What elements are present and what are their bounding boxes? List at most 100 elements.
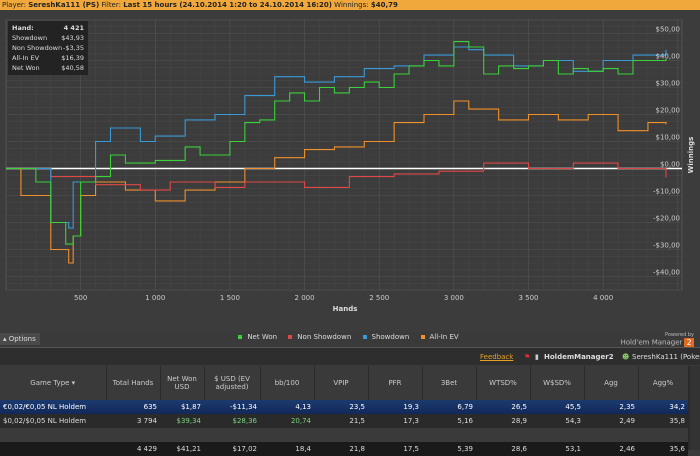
col-pfr[interactable]: PFR xyxy=(368,366,423,400)
table-cell: 18,4 xyxy=(260,442,314,456)
powered-by-logo: Powered by Hold'em Manager 2 xyxy=(620,332,694,348)
table-cell: $28,36 xyxy=(232,417,258,425)
table-cell: $1,87 xyxy=(160,400,204,414)
table-cell: 21,5 xyxy=(349,417,365,425)
hm-logo-text: Hold'em Manager xyxy=(620,338,683,347)
tooltip-value: $16,39 xyxy=(61,54,84,62)
player-selector[interactable]: SereshKa111 (PokerS xyxy=(632,353,700,361)
table-cell: $17,02 xyxy=(204,442,260,456)
col-bb100[interactable]: bb/100 xyxy=(260,366,315,400)
table-cell: 45,5 xyxy=(530,400,584,414)
powered-by-text: Powered by xyxy=(665,332,694,338)
col-wsd[interactable]: W$SD% xyxy=(530,366,585,400)
table-cell: -$11,34 xyxy=(204,400,260,414)
y-tick-label: -$40,00 xyxy=(653,269,680,277)
table-cell: 28,9 xyxy=(511,417,527,425)
tooltip-label: Net Won xyxy=(12,64,40,72)
col-game-type[interactable]: Game Type ▾ xyxy=(0,366,107,400)
table-cell: 53,1 xyxy=(530,442,584,456)
x-tick-label: 3 500 xyxy=(518,294,538,302)
legend-all-in-ev[interactable]: All-In EV xyxy=(420,333,462,341)
series-net-won xyxy=(6,41,667,245)
chart-svg: 500 1 000 1 500 2 000 2 500 3 000 3 500 4 000 $5… xyxy=(5,19,695,313)
table-header: Game Type ▾ Total Hands Net Won USD $ US… xyxy=(0,366,689,400)
table-cell: 35,6 xyxy=(638,442,688,456)
winnings-value: $40,79 xyxy=(370,1,398,9)
table-cell: 28,6 xyxy=(476,442,530,456)
player-label: Player: xyxy=(2,1,27,9)
legend-net-won[interactable]: Net Won xyxy=(238,333,280,341)
y-tick-label: $0,00 xyxy=(660,161,680,169)
tooltip-label: Showdown xyxy=(12,34,48,42)
x-tick-label: 2 500 xyxy=(369,294,389,302)
spacer-row xyxy=(0,428,688,442)
table-cell: $39,34 xyxy=(176,417,202,425)
tooltip-value: $43,93 xyxy=(61,34,84,42)
toolbar: Feedback ⚑ ▮ HoldemManager2 ☻ SereshKa11… xyxy=(0,347,700,365)
options-toggle[interactable]: ▴ Options xyxy=(0,333,40,345)
col-agg-pct[interactable]: Agg% xyxy=(638,366,689,400)
table-cell: 4 429 xyxy=(106,442,160,456)
col-3bet[interactable]: 3Bet xyxy=(422,366,477,400)
database-name[interactable]: HoldemManager2 xyxy=(544,353,614,361)
y-tick-label: $50,00 xyxy=(656,26,681,34)
user-avatar-icon: ☻ xyxy=(622,353,630,361)
x-tick-label: 3 000 xyxy=(444,294,464,302)
table-cell: 2,49 xyxy=(619,417,635,425)
tooltip-label: Non Showdown xyxy=(12,44,63,52)
header-label: Game Type xyxy=(30,379,70,387)
tooltip-value: -$3,35 xyxy=(63,44,84,52)
stats-table: Game Type ▾ Total Hands Net Won USD $ US… xyxy=(0,366,700,456)
y-tick-label: -$30,00 xyxy=(653,242,680,250)
legend-label: Showdown xyxy=(371,333,410,341)
table-cell: 21,8 xyxy=(314,442,368,456)
table-cell: 20,74 xyxy=(290,417,311,425)
table-cell: €0,02/€0,05 NL Holdem xyxy=(0,400,106,414)
table-row[interactable]: €0,02/€0,05 NL Holdem 635 $1,87 -$11,34 4,13… xyxy=(0,400,688,414)
table-cell: 2,35 xyxy=(584,400,638,414)
y-tick-label: $30,00 xyxy=(656,80,681,88)
legend-label: Non Showdown xyxy=(297,333,352,341)
col-agg[interactable]: Agg xyxy=(584,366,639,400)
col-vpip[interactable]: VPIP xyxy=(314,366,369,400)
y-tick-label: $10,00 xyxy=(656,134,681,142)
table-cell: 2,46 xyxy=(584,442,638,456)
col-net-won[interactable]: Net Won USD xyxy=(160,366,205,400)
winnings-chart[interactable]: 500 1 000 1 500 2 000 2 500 3 000 3 500 4 000 $5… xyxy=(0,10,700,332)
series-non-showdown xyxy=(6,162,667,191)
filter-bar: Player: SereshKa111 (PS) Filter: Last 15… xyxy=(0,0,700,10)
table-cell xyxy=(0,442,106,456)
table-scrollbar[interactable] xyxy=(690,366,700,450)
col-wtsd[interactable]: WTSD% xyxy=(476,366,531,400)
table-cell: $41,21 xyxy=(160,442,204,456)
col-ev-adjusted[interactable]: $ USD (EV adjusted) xyxy=(204,366,261,400)
y-tick-label: -$10,00 xyxy=(653,188,680,196)
hand-tooltip: Hand: 4 421 Showdown $43,93 Non Showdown -$… xyxy=(8,21,88,75)
y-tick-label: $40,00 xyxy=(656,53,681,61)
feedback-link[interactable]: Feedback xyxy=(480,353,514,361)
table-cell: 17,3 xyxy=(403,417,419,425)
table-row[interactable]: $0,02/$0,05 NL Holdem 3 794 $39,34 $28,36 20… xyxy=(0,414,688,428)
table-cell: 26,5 xyxy=(476,400,530,414)
table-cell: 34,2 xyxy=(638,400,688,414)
table-cell: 3 794 xyxy=(136,417,157,425)
legend-non-showdown[interactable]: Non Showdown xyxy=(288,333,354,341)
table-cell: 635 xyxy=(106,400,160,414)
legend-showdown[interactable]: Showdown xyxy=(362,333,413,341)
database-icon: ▮ xyxy=(535,353,539,361)
x-tick-label: 500 xyxy=(74,294,87,302)
legend-label: All-In EV xyxy=(429,333,459,341)
flag-icon[interactable]: ⚑ xyxy=(524,353,531,361)
y-axis-label: Winnings xyxy=(687,137,695,174)
totals-row[interactable]: 4 429 $41,21 $17,02 18,4 21,8 17,5 5,39 28,6 53,… xyxy=(0,442,688,456)
table-cell: 19,3 xyxy=(368,400,422,414)
table-cell: 5,39 xyxy=(422,442,476,456)
filter-value: Last 15 hours (24.10.2014 1:20 to 24.10.… xyxy=(123,1,332,9)
col-total-hands[interactable]: Total Hands xyxy=(106,366,161,400)
x-tick-label: 1 000 xyxy=(145,294,165,302)
table-cell: 23,5 xyxy=(314,400,368,414)
x-axis-label: Hands xyxy=(333,305,358,313)
player-name: SereshKa111 (PS) xyxy=(28,1,100,9)
winnings-label: Winnings: xyxy=(334,1,369,9)
table-cell: 4,13 xyxy=(260,400,314,414)
